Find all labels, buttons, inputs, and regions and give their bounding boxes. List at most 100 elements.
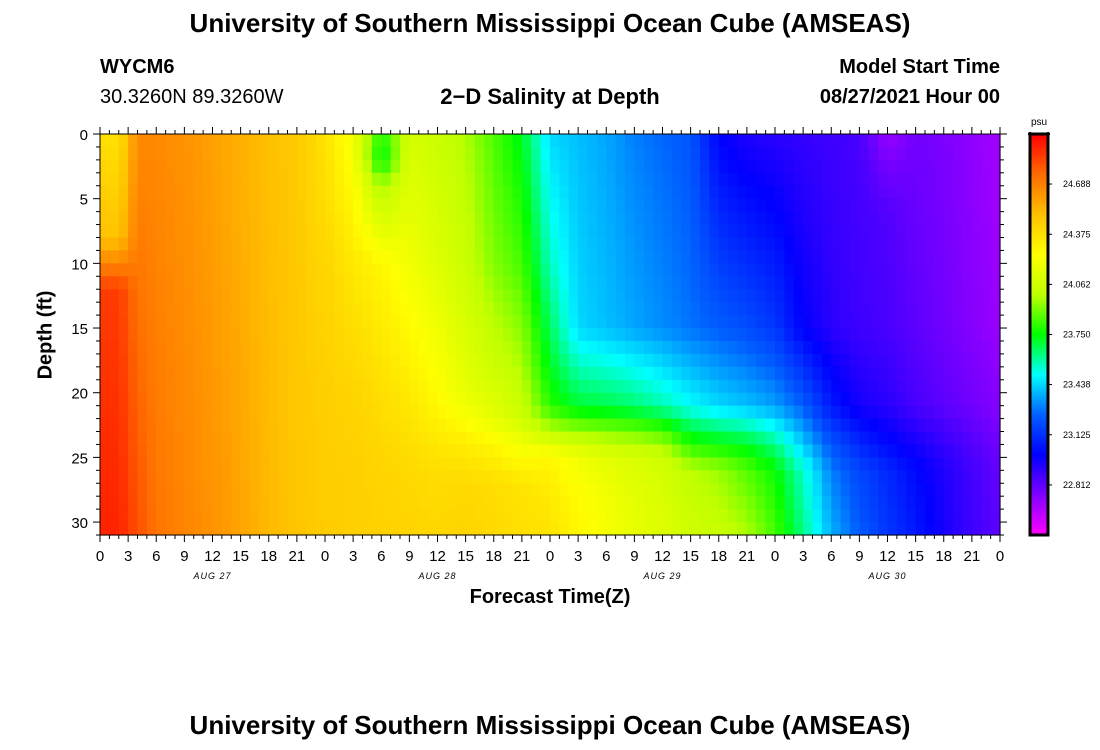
heatmap-cell [521,379,532,394]
heatmap-cell [737,483,748,497]
heatmap-cell [878,328,889,342]
heatmap-cell [587,509,598,523]
heatmap-cell [203,444,214,458]
heatmap-cell [278,509,289,523]
heatmap-cell [550,211,560,226]
heatmap-cell [203,276,214,290]
heatmap-cell [334,302,345,316]
heatmap-cell [240,237,251,252]
heatmap-cell [418,315,429,329]
heatmap-cell [165,522,176,536]
heatmap-cell [559,353,570,368]
heatmap-cell [203,470,214,484]
heatmap-cell [128,483,139,497]
heatmap-cell [943,263,954,277]
heatmap-cell [493,457,504,471]
heatmap-cell [184,159,195,174]
heatmap-cell [587,457,598,471]
heatmap-cell [653,159,664,174]
heatmap-cell [953,340,964,355]
heatmap-cell [175,366,185,381]
heatmap-cell [850,470,860,484]
heatmap-cell [456,315,467,329]
heatmap-cell [971,470,982,484]
heatmap-cell [990,444,1001,458]
heatmap-cell [240,483,251,497]
heatmap-cell [371,353,382,368]
heatmap-cell [296,289,307,303]
heatmap-cell [296,146,307,161]
heatmap-cell [568,276,579,290]
heatmap-cell [653,237,664,252]
heatmap-cell [268,328,279,342]
heatmap-cell [465,379,476,394]
heatmap-cell [409,276,420,290]
heatmap-cell [550,328,560,342]
heatmap-cell [306,366,317,381]
heatmap-cell [896,289,907,303]
heatmap-cell [615,134,626,148]
heatmap-cell [287,379,298,394]
heatmap-cell [578,172,589,187]
heatmap-cell [175,159,185,174]
heatmap-cell [175,418,185,433]
heatmap-cell [259,185,270,200]
x-tick-label: 12 [429,548,446,565]
heatmap-cell [615,185,626,200]
heatmap-cell [128,470,139,484]
heatmap-cell [625,263,635,277]
heatmap-cell [990,134,1001,148]
heatmap-cell [409,509,420,523]
heatmap-cell [184,392,195,407]
heatmap-cell [521,185,532,200]
heatmap-cell [146,224,157,239]
heatmap-cell [662,276,673,290]
heatmap-cell [568,146,579,161]
heatmap-cell [193,185,204,200]
heatmap-cell [793,224,804,239]
heatmap-cell [625,522,635,536]
heatmap-cell [334,328,345,342]
heatmap-cell [775,483,785,497]
heatmap-cell [409,172,420,187]
heatmap-cell [906,444,917,458]
heatmap-cell [578,263,589,277]
heatmap-cell [868,483,879,497]
heatmap-cell [634,522,645,536]
heatmap-cell [831,340,842,355]
heatmap-cell [793,146,804,161]
heatmap-cell [100,496,110,510]
heatmap-cell [671,172,682,187]
heatmap-cell [296,198,307,213]
heatmap-cell [746,457,757,471]
heatmap-cell [840,509,851,523]
heatmap-cell [709,263,720,277]
heatmap-cell [671,185,682,200]
heatmap-cell [146,353,157,368]
heatmap-cell [915,315,926,329]
heatmap-cell [456,418,467,433]
heatmap-cell [175,483,185,497]
heatmap-cell [728,366,739,381]
heatmap-cell [615,418,626,433]
heatmap-cell [456,146,467,161]
heatmap-cell [662,379,673,394]
heatmap-cell [268,392,279,407]
heatmap-cell [371,250,382,264]
x-tick-label: 12 [879,548,896,565]
heatmap-cell [803,483,814,497]
heatmap-cell [756,250,767,264]
heatmap-cell [240,431,251,446]
heatmap-cell [793,159,804,174]
heatmap-cell [634,276,645,290]
heatmap-cell [109,522,120,536]
heatmap-cell [231,146,242,161]
heatmap-cell [596,263,607,277]
heatmap-cell [184,263,195,277]
heatmap-cell [840,302,851,316]
heatmap-cell [690,302,701,316]
heatmap-cell [943,418,954,433]
heatmap-cell [643,405,654,420]
heatmap-cell [812,418,823,433]
heatmap-cell [193,315,204,329]
